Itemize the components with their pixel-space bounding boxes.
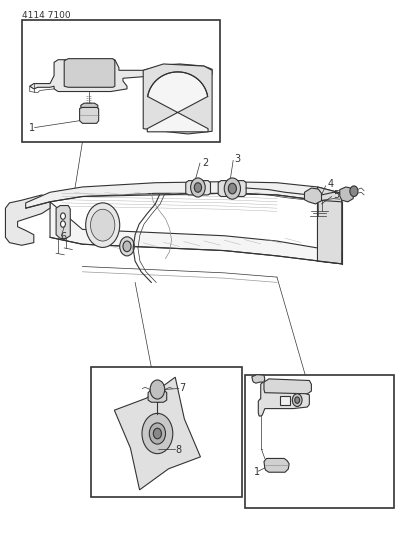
Polygon shape xyxy=(81,103,98,108)
Polygon shape xyxy=(148,390,167,402)
Text: 1: 1 xyxy=(29,123,35,133)
Text: 8: 8 xyxy=(175,446,182,456)
Polygon shape xyxy=(114,377,200,490)
Text: 5: 5 xyxy=(334,190,340,200)
Circle shape xyxy=(149,423,166,444)
Text: 4: 4 xyxy=(328,179,334,189)
Circle shape xyxy=(153,428,162,439)
Polygon shape xyxy=(264,379,311,394)
Polygon shape xyxy=(50,202,342,264)
Circle shape xyxy=(60,213,65,219)
Polygon shape xyxy=(26,182,342,208)
Polygon shape xyxy=(5,195,50,245)
Polygon shape xyxy=(30,60,212,92)
Bar xyxy=(22,20,220,142)
Polygon shape xyxy=(304,188,322,204)
Polygon shape xyxy=(186,181,211,195)
Circle shape xyxy=(295,397,299,403)
Polygon shape xyxy=(258,381,309,416)
Polygon shape xyxy=(218,181,246,197)
Polygon shape xyxy=(80,108,99,123)
Text: 7: 7 xyxy=(180,383,186,393)
Polygon shape xyxy=(147,72,208,132)
Polygon shape xyxy=(252,375,265,383)
Text: 2: 2 xyxy=(202,158,208,168)
Circle shape xyxy=(91,209,115,241)
Bar xyxy=(91,367,242,497)
Circle shape xyxy=(150,380,165,399)
Circle shape xyxy=(120,237,134,256)
Circle shape xyxy=(191,178,205,197)
Circle shape xyxy=(142,414,173,454)
Circle shape xyxy=(194,183,202,192)
Polygon shape xyxy=(56,206,70,238)
Polygon shape xyxy=(317,187,342,264)
Polygon shape xyxy=(64,59,115,87)
Circle shape xyxy=(86,203,120,247)
Circle shape xyxy=(350,186,358,197)
Circle shape xyxy=(60,221,65,227)
Text: 6: 6 xyxy=(60,232,66,242)
Circle shape xyxy=(123,241,131,252)
Polygon shape xyxy=(143,64,212,134)
Text: 3: 3 xyxy=(234,155,241,164)
Text: 4114 7100: 4114 7100 xyxy=(22,11,70,20)
Circle shape xyxy=(293,394,302,407)
Bar xyxy=(280,396,290,406)
Bar xyxy=(244,375,395,508)
Circle shape xyxy=(224,178,240,199)
Polygon shape xyxy=(340,187,354,202)
Circle shape xyxy=(228,183,236,194)
Text: 1: 1 xyxy=(254,467,260,477)
Polygon shape xyxy=(264,458,289,472)
